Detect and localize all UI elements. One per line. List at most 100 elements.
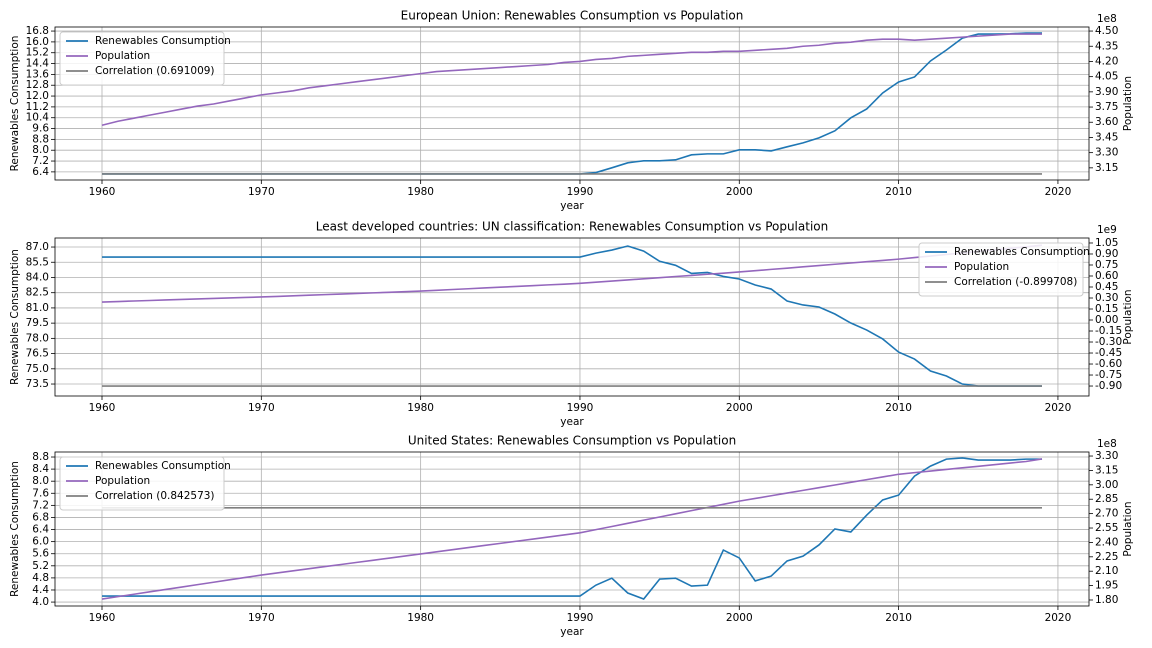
y-tick-label: 11.2 — [26, 101, 49, 113]
x-tick-label: 1980 — [407, 186, 434, 198]
series-line — [102, 457, 1042, 601]
x-tick-label: 2000 — [726, 402, 753, 414]
x-axis-label: year — [560, 416, 584, 428]
y-axis-label: Renewables Consumption — [9, 36, 21, 172]
legend-label: Correlation (0.842573) — [95, 490, 215, 502]
y-tick-label: 87.0 — [26, 241, 49, 253]
y2-tick-label: 3.30 — [1095, 147, 1118, 159]
series-line — [101, 33, 1042, 127]
y2-tick-label: 2.40 — [1095, 536, 1118, 548]
legend-label: Population — [95, 50, 150, 62]
y-axis-label: Renewables Consumption — [9, 461, 21, 597]
y-tick-label: 4.0 — [32, 596, 49, 608]
x-tick-label: 2000 — [726, 186, 753, 198]
y-tick-label: 14.4 — [26, 58, 50, 70]
legend-label: Renewables Consumption — [95, 460, 231, 472]
x-tick-label: 2020 — [1045, 186, 1072, 198]
subplot-title: European Union: Renewables Consumption v… — [401, 9, 744, 23]
y-tick-label: 82.5 — [26, 287, 49, 299]
y-tick-label: 8.4 — [32, 463, 49, 475]
series-line — [101, 244, 1043, 303]
y-tick-label: 84.0 — [26, 271, 49, 283]
y-tick-label: 5.6 — [32, 548, 49, 560]
x-tick-label: 1980 — [407, 612, 434, 624]
y2-tick-label: 3.45 — [1095, 131, 1118, 143]
subplot-title: United States: Renewables Consumption vs… — [408, 434, 736, 448]
y2-tick-label: -0.45 — [1095, 347, 1122, 359]
y2-tick-label: 3.75 — [1095, 101, 1118, 113]
x-tick-label: 2010 — [885, 402, 912, 414]
legend-label: Renewables Consumption — [954, 246, 1090, 258]
x-tick-label: 1970 — [248, 186, 275, 198]
y2-tick-label: 0.60 — [1095, 270, 1118, 282]
legend-box — [59, 456, 225, 511]
y-tick-label: 81.0 — [26, 302, 49, 314]
legend-label: Correlation (0.691009) — [95, 65, 215, 77]
x-tick-label: 2000 — [726, 612, 753, 624]
y2-tick-label: 4.35 — [1095, 40, 1118, 52]
subplot-title: Least developed countries: UN classifica… — [316, 220, 828, 234]
y2-tick-label: 2.85 — [1095, 493, 1118, 505]
x-tick-label: 1960 — [89, 186, 116, 198]
x-tick-label: 2010 — [885, 612, 912, 624]
y-tick-label: 8.0 — [32, 475, 49, 487]
y-tick-label: 6.4 — [32, 166, 49, 178]
y2-tick-label: 3.30 — [1095, 450, 1118, 462]
legend-label: Correlation (-0.899708) — [954, 276, 1077, 288]
legend-box — [918, 242, 1084, 297]
y-tick-label: 4.8 — [32, 572, 49, 584]
y2-tick-label: 2.55 — [1095, 522, 1118, 534]
y2-tick-label: 1.80 — [1095, 594, 1118, 606]
plot-frame — [54, 26, 1090, 181]
x-tick-label: 1980 — [407, 402, 434, 414]
y2-offset: 1e9 — [1097, 224, 1117, 236]
y2-tick-label: 0.90 — [1095, 248, 1118, 260]
y2-tick-label: 0.45 — [1095, 281, 1118, 293]
y2-tick-label: -0.60 — [1095, 358, 1122, 370]
y2-tick-label: 1.95 — [1095, 580, 1118, 592]
legend-label: Population — [954, 261, 1009, 273]
subplot: European Union: Renewables Consumption v… — [9, 9, 1134, 213]
y2-tick-label: 0.00 — [1095, 314, 1118, 326]
y-tick-label: 5.2 — [32, 560, 49, 572]
y2-tick-label: 0.30 — [1095, 292, 1118, 304]
x-tick-label: 2020 — [1045, 612, 1072, 624]
x-tick-label: 1970 — [248, 612, 275, 624]
y-tick-label: 4.4 — [32, 584, 49, 596]
x-tick-label: 1990 — [567, 186, 594, 198]
y-tick-label: 85.5 — [26, 256, 49, 268]
y2-tick-label: 2.70 — [1095, 508, 1118, 520]
y2-tick-label: 4.50 — [1095, 25, 1118, 37]
y-tick-label: 79.5 — [26, 317, 49, 329]
y2-tick-label: 3.15 — [1095, 162, 1118, 174]
y-tick-label: 7.2 — [32, 499, 49, 511]
y2-axis-label: Population — [1122, 76, 1134, 131]
y-tick-label: 6.0 — [32, 536, 49, 548]
y-tick-label: 10.4 — [26, 112, 50, 124]
x-axis-label: year — [560, 626, 584, 638]
plot-frame — [54, 451, 1090, 607]
x-tick-label: 1970 — [248, 402, 275, 414]
series-line — [101, 458, 1043, 600]
y2-tick-label: 3.15 — [1095, 464, 1118, 476]
y-tick-label: 8.8 — [32, 451, 49, 463]
y2-tick-label: 0.75 — [1095, 259, 1118, 271]
y-tick-label: 7.2 — [32, 155, 49, 167]
subplot: Least developed countries: UN classifica… — [9, 220, 1134, 429]
y2-tick-label: -0.30 — [1095, 336, 1122, 348]
y-tick-label: 6.4 — [32, 524, 49, 536]
y-tick-label: 8.0 — [32, 144, 49, 156]
x-tick-label: 2010 — [885, 186, 912, 198]
y2-tick-label: -0.15 — [1095, 325, 1122, 337]
y-tick-label: 8.8 — [32, 133, 49, 145]
x-tick-label: 1960 — [89, 612, 116, 624]
y2-tick-label: -0.75 — [1095, 369, 1122, 381]
y-axis-label: Renewables Consumption — [9, 249, 21, 385]
x-tick-label: 1990 — [567, 612, 594, 624]
y2-tick-label: 1.05 — [1095, 237, 1118, 249]
y2-axis-label: Population — [1122, 501, 1134, 556]
y-tick-label: 9.6 — [32, 123, 49, 135]
plot-frame — [54, 237, 1090, 397]
y2-tick-label: 2.10 — [1095, 565, 1118, 577]
